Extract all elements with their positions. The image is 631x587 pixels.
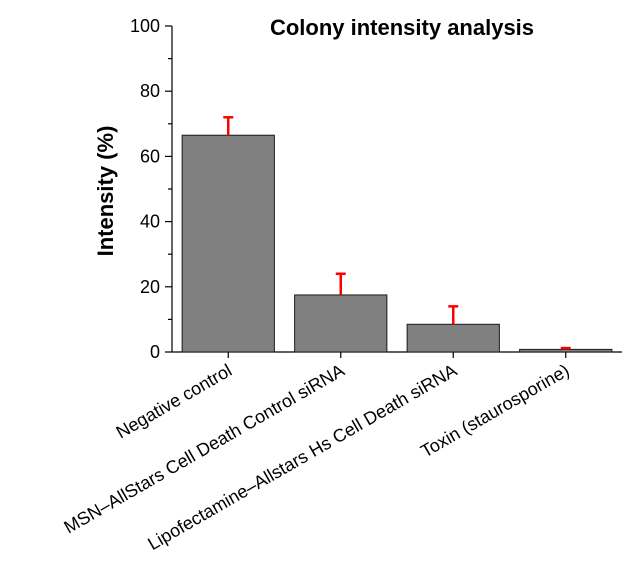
y-tick-label-20: 20: [140, 277, 160, 297]
y-tick-label-40: 40: [140, 212, 160, 232]
y-tick-label-60: 60: [140, 146, 160, 166]
y-tick-label-0: 0: [150, 342, 160, 362]
y-axis-label: Intensity (%): [93, 126, 118, 257]
chart-title: Colony intensity analysis: [270, 15, 534, 40]
y-tick-label-80: 80: [140, 81, 160, 101]
bar-2: [406, 323, 500, 353]
bar-0: [181, 134, 275, 353]
bar-3: [519, 348, 613, 353]
bar-1: [294, 294, 388, 353]
y-tick-label-100: 100: [130, 16, 160, 36]
